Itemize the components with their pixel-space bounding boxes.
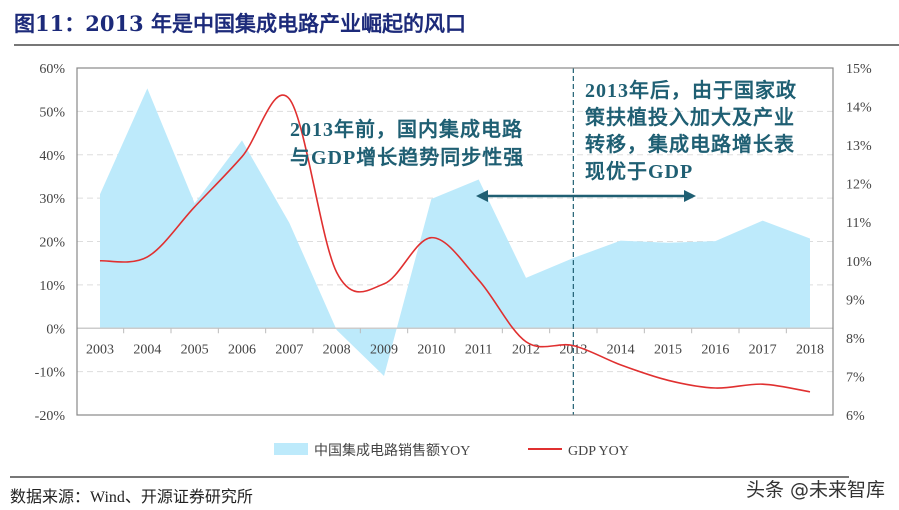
watermark: 头条 @未来智库 (745, 479, 885, 501)
left-axis-tick-label: 0% (46, 322, 65, 337)
right-axis-tick-label: 12% (846, 178, 872, 193)
x-axis-tick-label: 2017 (749, 342, 777, 357)
right-axis-tick-label: 9% (846, 293, 865, 308)
x-axis-tick-label: 2012 (512, 342, 540, 357)
x-axis-tick-label: 2010 (417, 342, 445, 357)
right-axis-tick-label: 14% (846, 101, 872, 116)
right-axis-tick-label: 8% (846, 332, 865, 347)
plot-frame (76, 67, 834, 416)
right-axis-tick-label: 13% (846, 139, 872, 154)
left-axis-tick-label: 20% (39, 236, 65, 251)
x-axis-tick-label: 2003 (86, 342, 114, 357)
x-axis-tick-label: 2007 (275, 342, 303, 357)
left-axis-tick-label: 60% (39, 62, 65, 77)
title-rule (14, 44, 899, 46)
x-axis-tick-label: 2006 (228, 342, 256, 357)
right-axis-tick-label: 6% (846, 409, 865, 424)
figure-title: 图11：2013 年是中国集成电路产业崛起的风口 (14, 11, 466, 36)
annotation-after-2013: 现优于GDP (585, 159, 693, 183)
arrow-left-head-icon (476, 190, 488, 202)
gdp-yoy-line (99, 94, 811, 393)
x-axis-tick-label: 2018 (796, 342, 824, 357)
left-axis-tick-label: 40% (39, 149, 65, 164)
annotation-before-2013: 2013年前，国内集成电路 (290, 117, 523, 141)
x-axis-tick-label: 2009 (370, 342, 398, 357)
x-axis-tick-label: 2015 (654, 342, 682, 357)
legend-label-ic-sales: 中国集成电路销售额YOY (314, 442, 470, 459)
left-axis-tick-label: 50% (39, 105, 65, 120)
ic-sales-yoy-area (100, 88, 810, 376)
right-axis-tick-label: 11% (846, 216, 871, 231)
annotation-before-2013: 与GDP增长趋势同步性强 (290, 145, 524, 169)
right-axis-tick-label: 10% (846, 255, 872, 270)
annotation-after-2013: 2013年后，由于国家政 (585, 78, 797, 102)
x-axis-tick-label: 2014 (607, 342, 635, 357)
annotation-after-2013: 策扶植投入加大及产业 (585, 105, 795, 129)
x-axis-tick-label: 2008 (323, 342, 351, 357)
annotation-after-2013: 转移，集成电路增长表 (585, 132, 795, 156)
x-axis-tick-label: 2005 (181, 342, 209, 357)
x-axis-tick-label: 2011 (465, 342, 492, 357)
left-axis-tick-label: 30% (39, 192, 65, 207)
left-axis-tick-label: -20% (35, 409, 66, 424)
right-axis-tick-label: 15% (846, 62, 872, 77)
left-axis-tick-label: -10% (35, 366, 66, 381)
left-axis-tick-label: 10% (39, 279, 65, 294)
arrow-right-head-icon (684, 190, 696, 202)
legend-label-gdp: GDP YOY (568, 444, 629, 459)
legend-swatch-area (274, 443, 308, 455)
x-axis-tick-label: 2004 (133, 342, 161, 357)
x-axis-tick-label: 2016 (701, 342, 729, 357)
footer-rule (10, 476, 849, 478)
chart: 2003 2004 2005 2006 2007 2008 2009 2010 2011 2012… (35, 62, 872, 459)
source-note: 数据来源：Wind、开源证券研究所 (10, 489, 253, 506)
right-axis-tick-label: 7% (846, 370, 865, 385)
